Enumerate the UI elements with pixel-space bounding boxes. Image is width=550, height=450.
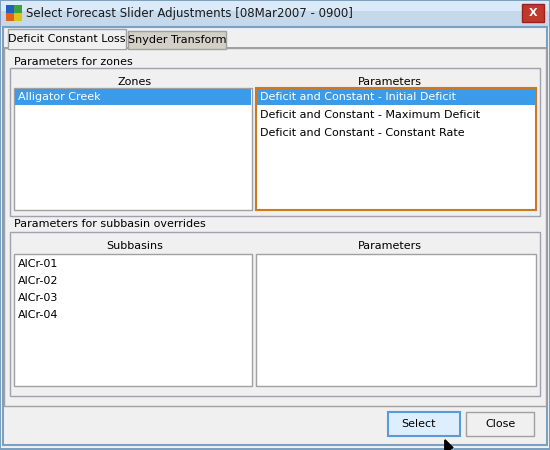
Bar (10, 232, 540, 396)
Bar (4, 48, 546, 406)
Bar (14, 5, 22, 13)
Text: Select Forecast Slider Adjustments [08Mar2007 - 0900]: Select Forecast Slider Adjustments [08Ma… (26, 8, 353, 21)
Text: Alligator Creek: Alligator Creek (18, 92, 101, 102)
Text: Snyder Transform: Snyder Transform (128, 35, 226, 45)
Bar (522, 4, 544, 22)
Text: Parameters for subbasin overrides: Parameters for subbasin overrides (14, 219, 206, 229)
Text: Subbasins: Subbasins (107, 241, 163, 251)
Bar (256, 254, 536, 386)
Text: AlCr-04: AlCr-04 (18, 310, 58, 320)
Bar (388, 412, 460, 436)
Bar (14, 88, 252, 210)
Bar (14, 254, 252, 386)
Bar (128, 31, 226, 49)
Text: Close: Close (485, 419, 515, 429)
Text: AlCr-01: AlCr-01 (18, 259, 58, 269)
Bar (10, 68, 540, 216)
Text: Parameters for zones: Parameters for zones (14, 57, 133, 67)
Bar (15, 89, 251, 105)
Bar (4, 47, 546, 48)
Bar (1, 1, 549, 11)
Text: Parameters: Parameters (358, 77, 422, 87)
Bar (11, 69, 539, 215)
Text: Deficit and Constant - Maximum Deficit: Deficit and Constant - Maximum Deficit (260, 110, 480, 120)
Bar (11, 233, 539, 395)
Bar (257, 89, 535, 105)
Bar (6, 5, 14, 13)
Polygon shape (445, 440, 453, 450)
Bar (466, 412, 534, 436)
Polygon shape (445, 440, 453, 450)
Text: Parameters: Parameters (358, 241, 422, 251)
Text: Deficit Constant Loss: Deficit Constant Loss (8, 34, 126, 44)
Bar (256, 88, 536, 210)
Bar (6, 13, 14, 21)
Text: X: X (529, 8, 537, 18)
Text: Select: Select (401, 419, 435, 429)
Bar (1, 1, 549, 27)
Text: AlCr-03: AlCr-03 (18, 293, 58, 303)
Text: Deficit and Constant - Constant Rate: Deficit and Constant - Constant Rate (260, 128, 465, 138)
Text: AlCr-02: AlCr-02 (18, 276, 58, 286)
Text: Zones: Zones (118, 77, 152, 87)
Polygon shape (446, 441, 454, 450)
Bar (8, 29, 126, 49)
Text: Deficit and Constant - Initial Deficit: Deficit and Constant - Initial Deficit (260, 92, 456, 102)
Bar (14, 13, 22, 21)
Bar (9, 47, 125, 49)
